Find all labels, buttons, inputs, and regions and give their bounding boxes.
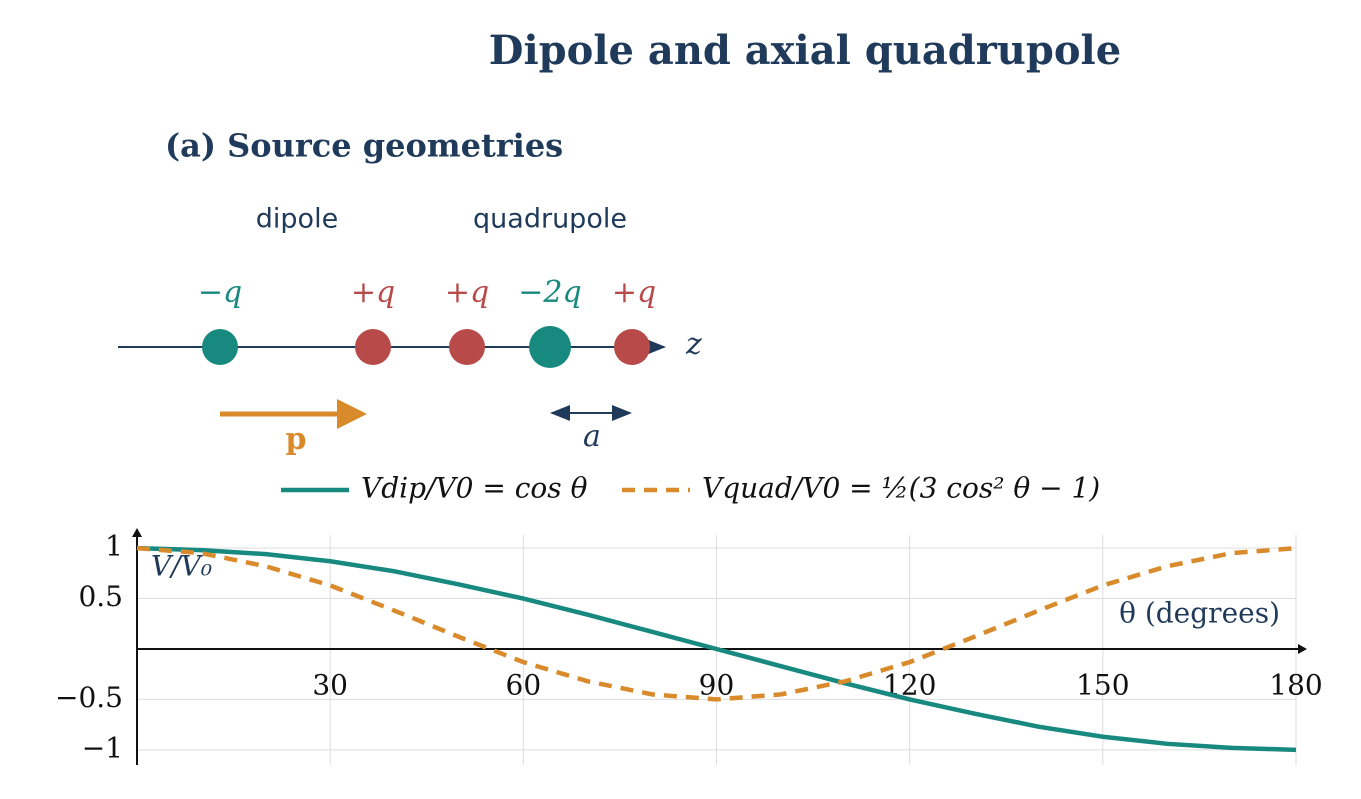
charge-label: −q: [198, 275, 242, 310]
data-line: [136, 545, 1297, 753]
charge: [202, 329, 238, 365]
charge-label: −2q: [518, 275, 581, 310]
legend-label: Vquad/V0 = ½(3 cos² θ − 1): [702, 472, 1100, 505]
charge: [355, 329, 391, 365]
y-axis-label: V/V₀: [151, 550, 212, 583]
diagram-title: (a) Source geometries: [165, 127, 563, 165]
y-tick-label: 0.5: [78, 580, 123, 613]
x-tick-label: 60: [506, 668, 542, 701]
x-axis-label: θ (degrees): [1119, 596, 1280, 629]
z-label: z: [685, 327, 702, 362]
x-tick-label: 150: [1076, 668, 1129, 701]
axis-arrow: [132, 528, 142, 537]
charge: [529, 326, 571, 368]
axis-arrow: [1298, 643, 1307, 654]
x-tick-label: 180: [1269, 668, 1322, 701]
data-line: [136, 545, 1297, 702]
spacing-label: a: [583, 419, 601, 454]
group-label: dipole: [256, 204, 338, 235]
charge: [449, 329, 485, 365]
charge-label: +q: [351, 275, 395, 310]
x-tick-label: 90: [699, 668, 735, 701]
x-tick-label: 30: [312, 668, 348, 701]
charge: [614, 329, 650, 365]
y-tick-label: −1: [82, 731, 123, 764]
moment-label: p: [286, 422, 307, 457]
group-label: quadrupole: [473, 204, 627, 235]
charge-label: +q: [612, 275, 656, 310]
title: Dipole and axial quadrupole: [489, 27, 1121, 74]
y-tick-label: −0.5: [55, 681, 123, 714]
charge-label: +q: [445, 275, 489, 310]
y-tick-label: 1: [105, 530, 123, 563]
legend-label: Vdip/V0 = cos θ: [361, 472, 588, 505]
